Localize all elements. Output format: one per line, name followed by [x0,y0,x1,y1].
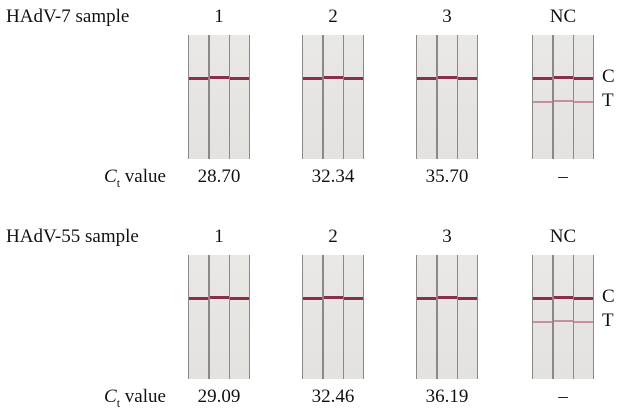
control-line [344,77,363,80]
test-strip [302,35,323,159]
control-line [533,77,552,80]
ct-label: Ct value [104,166,166,191]
control-line [189,77,208,80]
test-strip [229,35,250,159]
control-line [458,77,477,80]
control-line [189,297,208,300]
test-strip-group [302,255,364,379]
ct-value: 35.70 [425,166,469,187]
control-line [210,76,229,79]
ct-symbol: C [104,386,117,407]
control-line [324,296,343,299]
control-line [324,76,343,79]
test-strip [343,255,364,379]
test-strip [209,35,230,159]
column-label: 1 [214,226,224,247]
control-line [554,296,573,299]
test-strip [532,35,553,159]
test-strip-group [532,255,594,379]
column-label: 2 [328,226,338,247]
control-line [417,297,436,300]
test-strip [573,35,594,159]
band-label: C [602,66,615,87]
control-line [574,297,593,300]
ct-subscript: t [116,175,121,190]
test-strip [188,255,209,379]
test-line [574,321,593,323]
test-strip-group [416,35,478,159]
ct-value: 28.70 [197,166,241,187]
column-label: NC [549,226,577,247]
ct-label: Ct value [104,386,166,410]
test-line [554,100,573,102]
column-label: NC [549,6,577,27]
test-strip [416,35,437,159]
band-label: T [602,310,614,331]
control-line [303,77,322,80]
test-line [554,320,573,322]
test-strip [457,35,478,159]
test-strip-group [302,35,364,159]
test-line [574,101,593,103]
ct-value: – [558,166,568,187]
band-label: T [602,90,614,111]
test-strip-group [188,35,250,159]
test-line [533,321,552,323]
control-line [417,77,436,80]
column-label: 2 [328,6,338,27]
test-strip [457,255,478,379]
test-strip [323,35,344,159]
test-strip [323,255,344,379]
column-label: 3 [442,226,452,247]
test-strip-group [416,255,478,379]
test-strip [416,255,437,379]
ct-subscript: t [116,395,121,410]
ct-text: value [124,386,166,407]
control-line [574,77,593,80]
ct-value: 29.09 [197,386,241,407]
control-line [230,77,249,80]
test-strip [437,255,458,379]
sample-label: HAdV-7 sample [6,6,130,27]
test-strip [343,35,364,159]
test-strip [437,35,458,159]
control-line [438,296,457,299]
column-label: 1 [214,6,224,27]
ct-value: 36.19 [425,386,469,407]
ct-value: 32.34 [311,166,355,187]
test-strip [209,255,230,379]
test-strip [229,255,250,379]
ct-text: value [124,166,166,187]
control-line [458,297,477,300]
test-strip [553,35,574,159]
test-strip [553,255,574,379]
test-strip [188,35,209,159]
sample-label: HAdV-55 sample [6,226,139,247]
control-line [303,297,322,300]
column-label: 3 [442,6,452,27]
test-strip-group [188,255,250,379]
control-line [533,297,552,300]
ct-value: 32.46 [311,386,355,407]
band-label: C [602,286,615,307]
test-strip-group [532,35,594,159]
control-line [438,76,457,79]
ct-value: – [558,386,568,407]
test-strip [573,255,594,379]
control-line [210,296,229,299]
control-line [230,297,249,300]
test-strip [532,255,553,379]
test-strip [302,255,323,379]
control-line [344,297,363,300]
test-line [533,101,552,103]
ct-symbol: C [104,166,117,187]
control-line [554,76,573,79]
